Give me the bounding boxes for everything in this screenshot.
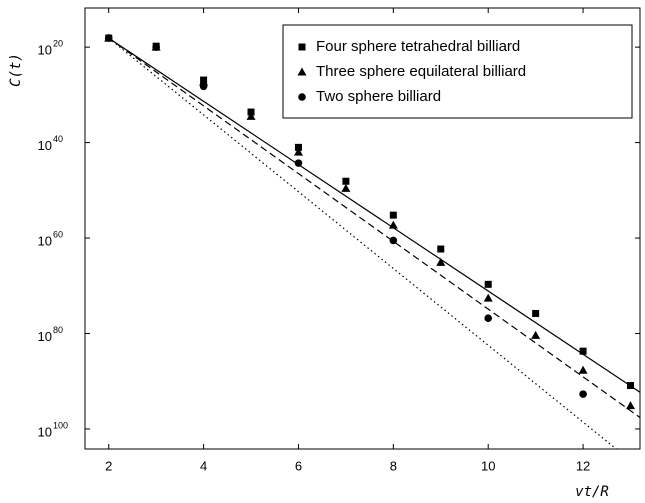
data-point: [627, 382, 635, 390]
legend-label: Four sphere tetrahedral billiard: [316, 38, 520, 55]
data-point: [626, 401, 636, 410]
y-tick-exponent: 80: [53, 325, 63, 335]
y-tick-label: 10: [38, 329, 52, 344]
data-point: [341, 183, 351, 192]
y-tick-label: 10: [38, 424, 52, 439]
data-point: [294, 159, 303, 167]
data-point: [579, 347, 587, 355]
plot-frame: [84, 7, 641, 450]
data-point: [389, 211, 397, 219]
legend-marker: [298, 93, 306, 101]
legend-marker: [298, 43, 306, 51]
legend-label: Two sphere billiard: [316, 88, 441, 105]
x-tick-label: 4: [200, 458, 207, 473]
legend-marker: [297, 67, 307, 76]
fit-line: [108, 37, 617, 449]
y-tick-label: 10: [38, 138, 52, 153]
fit-line: [108, 37, 640, 418]
y-tick-exponent: 40: [53, 134, 63, 144]
data-point: [294, 143, 302, 151]
data-point: [246, 111, 256, 120]
y-tick-exponent: 60: [53, 229, 63, 239]
data-point: [483, 293, 493, 302]
data-point: [389, 236, 398, 245]
data-point: [293, 147, 303, 156]
data-point: [104, 34, 113, 42]
legend-label: Three sphere equilateral billiard: [316, 63, 526, 80]
y-tick-label: 10: [38, 43, 52, 58]
y-tick-exponent: 20: [53, 39, 63, 49]
fit-line: [108, 37, 640, 393]
data-point: [531, 330, 541, 339]
data-point: [484, 280, 492, 288]
data-point: [436, 257, 446, 266]
y-axis-label: C(t): [8, 53, 24, 87]
x-axis-label: vt/R: [575, 484, 609, 500]
data-point: [532, 309, 540, 317]
legend-box: [282, 24, 633, 119]
data-point: [484, 314, 493, 323]
data-point: [388, 220, 398, 229]
data-point: [578, 365, 588, 374]
x-tick-label: 6: [295, 458, 302, 473]
data-point: [579, 390, 587, 398]
x-tick-label: 12: [576, 458, 590, 473]
data-point: [199, 82, 208, 91]
y-tick-exponent: 100: [53, 420, 68, 430]
data-point: [437, 245, 445, 253]
data-point: [152, 43, 160, 51]
x-tick-label: 10: [481, 458, 495, 473]
y-tick-label: 10: [38, 233, 52, 248]
x-tick-label: 2: [105, 458, 112, 473]
data-point: [342, 177, 350, 185]
x-tick-label: 8: [390, 458, 397, 473]
